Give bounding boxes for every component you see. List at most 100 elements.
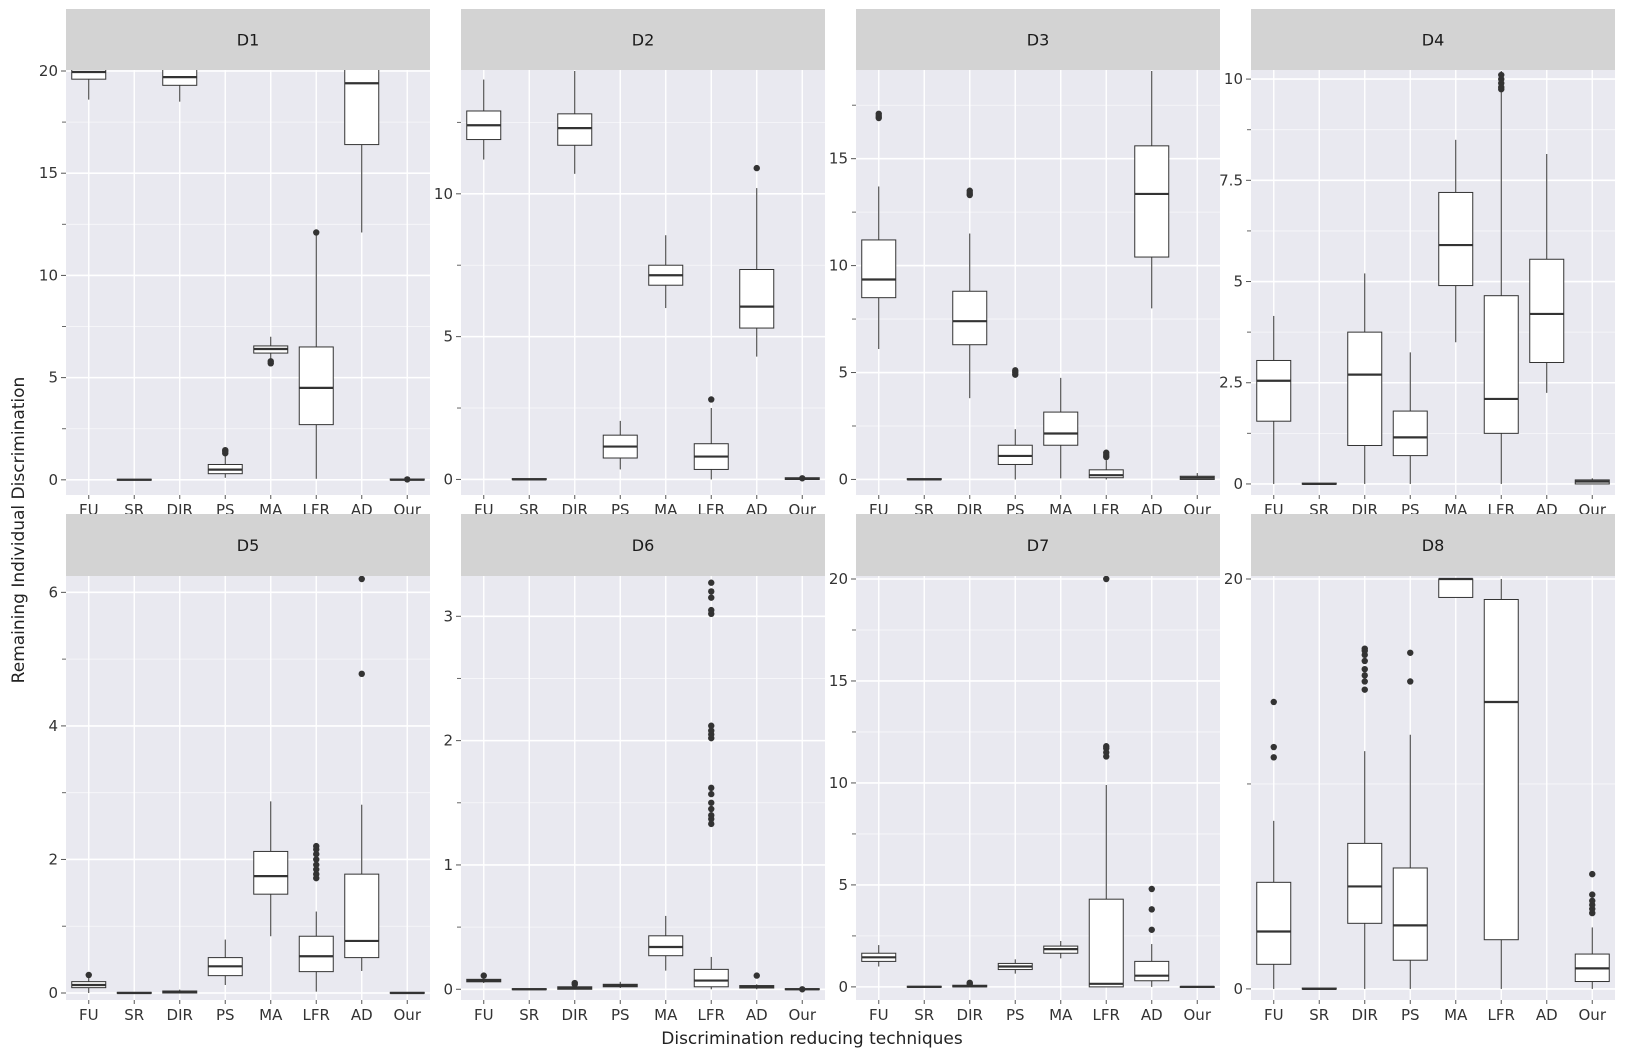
x-tick-label: SR [124,1006,144,1024]
panel-d5: D5 0 2 4 6 FU SR DIR PS MA LFR AD Our [48,514,430,1024]
box-body [1134,960,1170,982]
outlier-point [799,475,806,482]
box-ma [1043,940,1079,959]
box-fu [466,79,502,160]
x-tick-label: Our [394,1006,422,1024]
x-tick-label: MA [1444,1006,1468,1024]
panel-background [1251,576,1615,1000]
x-tick-label: PS [611,1006,630,1024]
outlier-point [708,790,715,798]
box-dir [557,71,593,174]
box-fu [1256,698,1292,989]
box-lfr [1088,576,1124,988]
panel-strip [66,514,430,576]
box-our [389,476,425,483]
box-dir [162,989,198,994]
box-ma [1438,577,1474,598]
box-sr [906,478,942,481]
box-fu [466,972,502,984]
box-body [952,290,988,346]
x-tick-label: FU [79,1006,99,1024]
y-tick-label: 0 [48,984,58,1002]
box-our [1179,473,1215,480]
outlier-point [1589,870,1596,878]
box-body [1134,145,1170,258]
box-ma [1438,139,1474,343]
box-ma [253,336,289,367]
box-ad [1134,885,1170,987]
y-tick-label: 15 [829,150,848,168]
outlier-point [799,986,806,993]
box-dir [1347,273,1383,484]
x-tick-label: DIR [1352,1006,1378,1024]
x-tick-label: LFR [1488,1006,1515,1024]
y-tick-label: 0 [1233,475,1243,493]
box-dir [557,979,593,990]
y-tick-label: 15 [39,164,58,182]
outlier-point [708,579,715,586]
outlier-point [1498,71,1505,79]
outlier-point [1361,672,1368,679]
box-body [344,70,380,146]
panel-title: D4 [1422,31,1445,50]
box-our [1574,870,1610,989]
y-tick-label: 4 [48,717,58,735]
panel-background [856,576,1220,1000]
y-tick-label: 5 [838,364,848,382]
outlier-point [1012,367,1019,374]
box-dir [162,70,198,102]
outlier-point [708,588,715,595]
outlier-point [708,784,715,792]
x-tick-label: DIR [167,1006,193,1024]
x-tick-label: LFR [1093,1006,1120,1024]
y-tick-label: 20 [1224,570,1243,588]
box-body [1088,469,1124,479]
panel-strip [1251,9,1615,70]
x-tick-label: SR [1309,1006,1329,1024]
x-tick-label: Our [1579,1006,1607,1024]
box-body [1347,842,1383,924]
outlier-point [1103,576,1110,583]
box-lfr [693,579,729,990]
box-body [344,873,380,959]
x-tick-label: MA [1049,1006,1073,1024]
x-tick-label: LFR [698,1006,725,1024]
box-body [1043,411,1079,446]
panel-title: D5 [237,536,260,555]
outlier-point [1148,926,1155,933]
box-ad [1529,153,1565,393]
outlier-point [313,229,320,236]
outlier-point [404,476,411,483]
outlier-point [1407,678,1414,685]
y-tick-label: 20 [39,62,58,80]
outlier-point [85,971,92,979]
box-sr [511,988,547,991]
outlier-point [708,799,715,806]
box-ad [344,70,380,233]
box-sr [1301,482,1337,486]
y-tick-label: 10 [1224,70,1243,88]
box-our [784,475,820,482]
outlier-point [708,805,715,813]
box-body [1392,867,1428,961]
outlier-point [1103,743,1110,750]
box-ad [739,972,775,990]
outlier-point [1270,698,1277,706]
x-tick-label: FU [869,1006,889,1024]
box-our [1574,478,1610,485]
y-tick-label: 5 [1233,273,1243,291]
outlier-point [1148,906,1155,913]
box-body [1438,578,1474,598]
panel-d7: D7 0 5 10 15 20 FU SR DIR PS MA LFR AD Our [829,514,1220,1024]
box-dir [952,979,988,988]
panel-strip [856,514,1220,576]
box-lfr [298,229,334,479]
y-tick-label: 1 [443,856,453,874]
outlier-point [1361,665,1368,673]
box-body [861,239,897,299]
box-sr [116,478,152,481]
outlier-point [313,856,320,863]
